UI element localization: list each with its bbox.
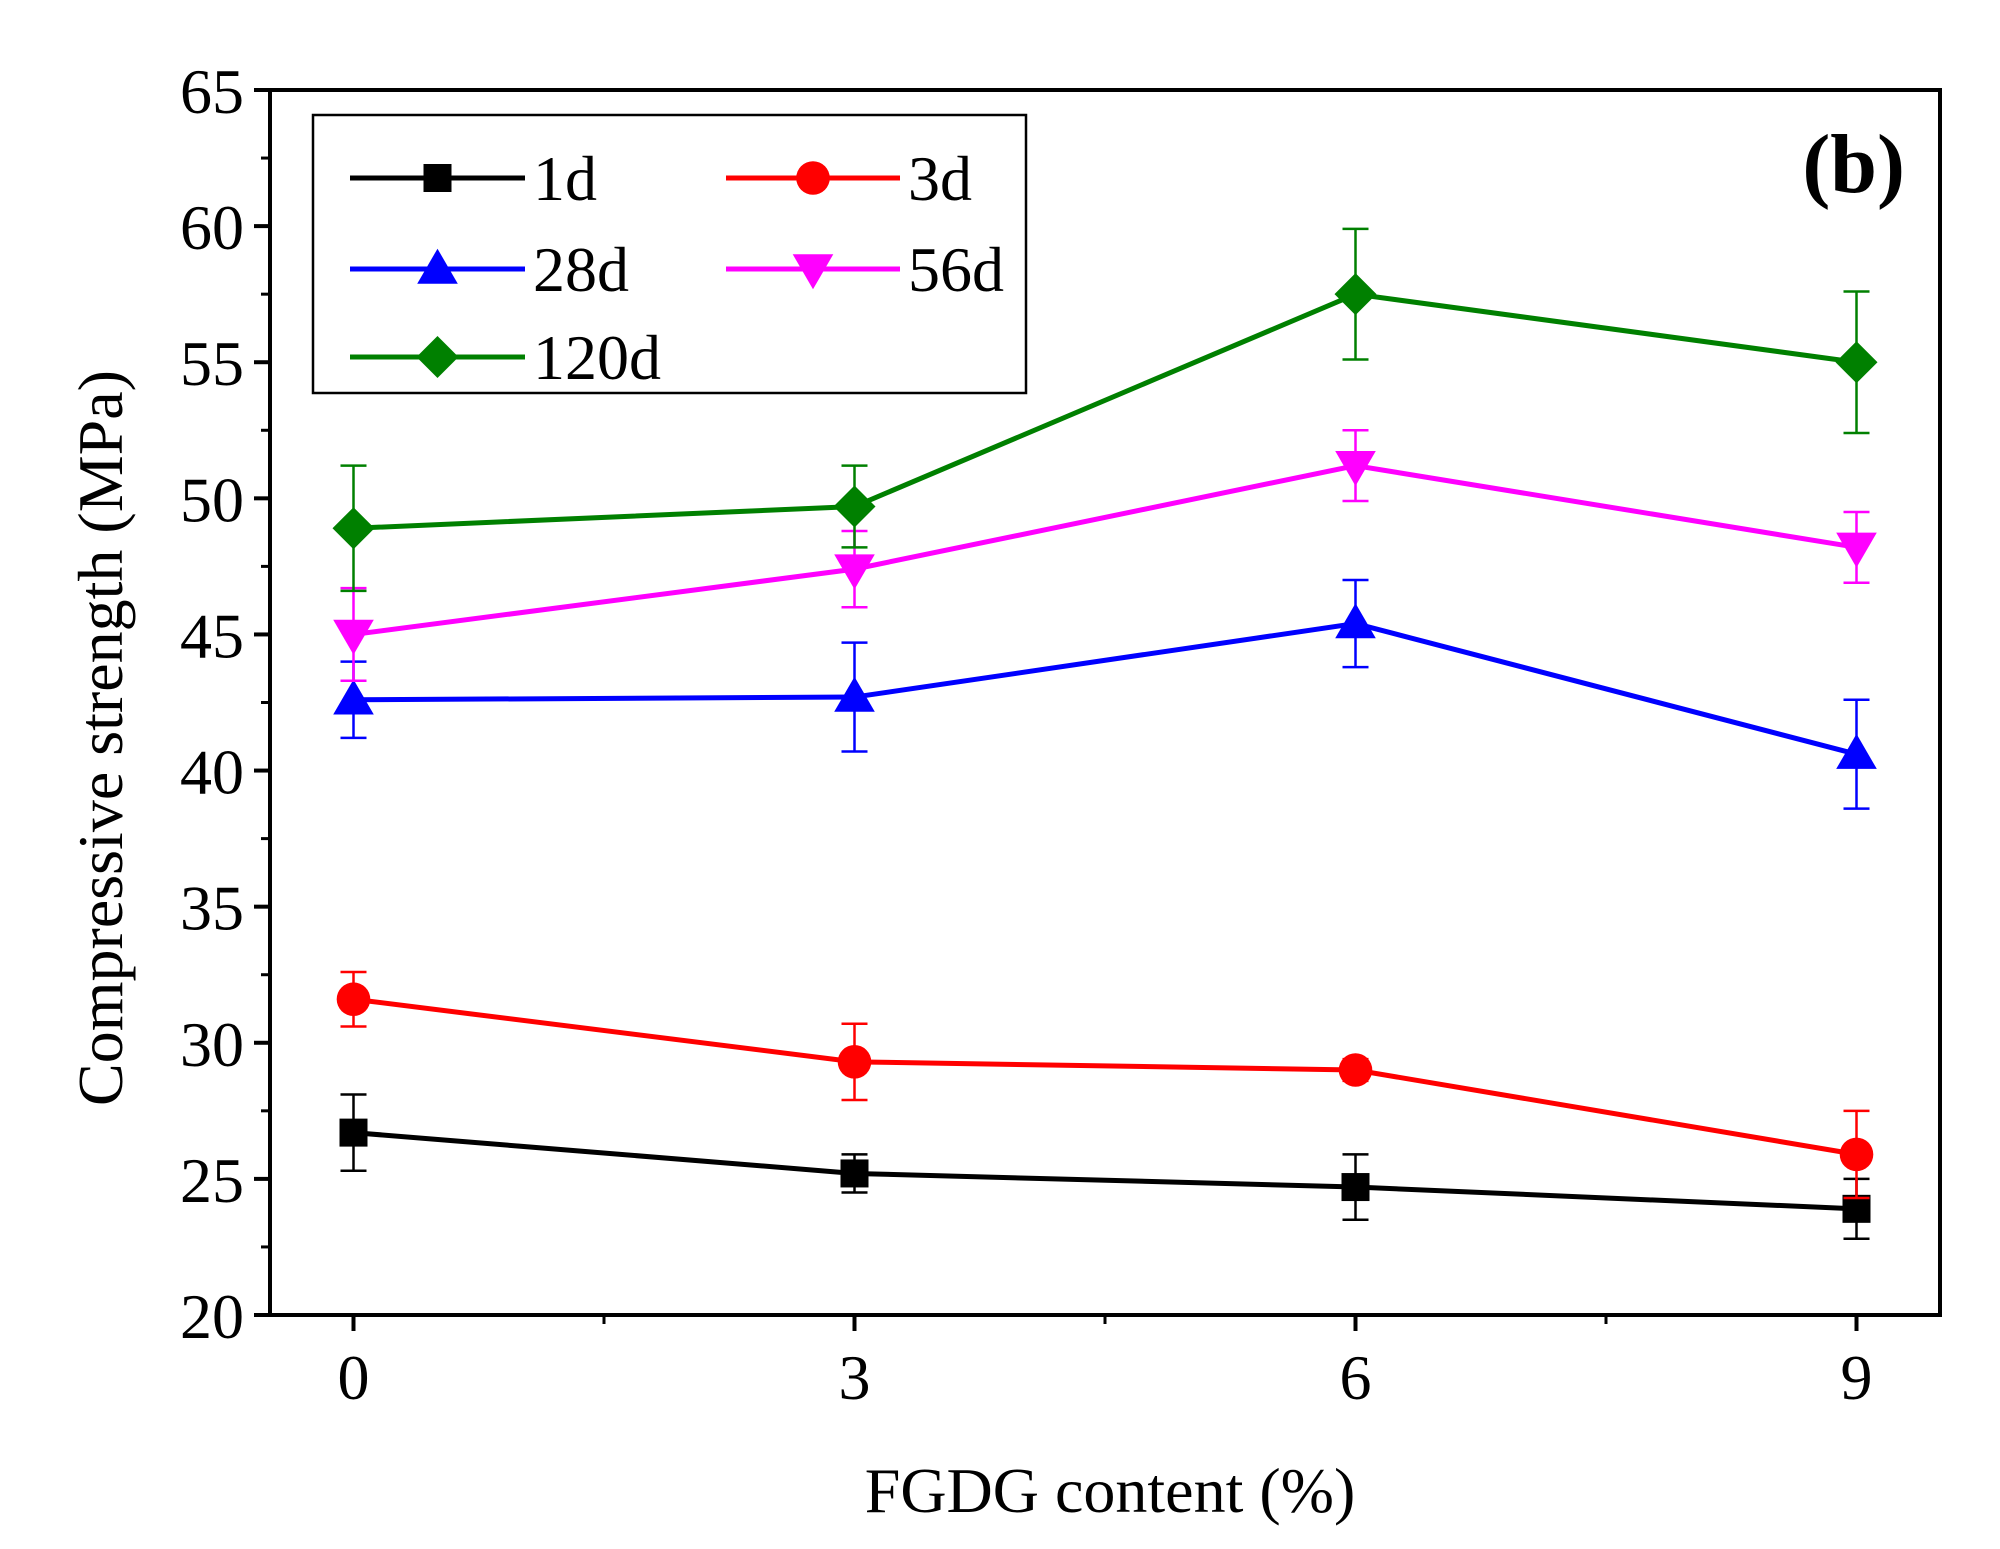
data-point bbox=[837, 1045, 872, 1079]
data-point bbox=[1836, 733, 1877, 769]
x-tick-label: 3 bbox=[839, 1342, 871, 1413]
series-line bbox=[353, 996, 1857, 1157]
y-tick-label: 55 bbox=[180, 328, 244, 399]
series-56d bbox=[333, 429, 1877, 682]
data-point bbox=[1335, 603, 1376, 639]
legend-marker bbox=[416, 336, 459, 378]
y-tick-label: 30 bbox=[180, 1009, 244, 1080]
legend-marker bbox=[423, 164, 452, 192]
legend-item-28d: 28d bbox=[350, 234, 629, 305]
legend-item-120d: 120d bbox=[350, 322, 661, 393]
series-line bbox=[353, 621, 1858, 757]
legend-marker bbox=[796, 161, 830, 195]
y-tick-label: 50 bbox=[180, 464, 244, 535]
data-point bbox=[332, 507, 375, 550]
y-tick-label: 35 bbox=[180, 873, 244, 944]
x-axis-title: FGDG content (%) bbox=[865, 1455, 1356, 1526]
x-tick-label: 6 bbox=[1340, 1342, 1372, 1413]
series-line bbox=[353, 291, 1857, 531]
axes-group: 20 25 30 35 40 45 50 55 60 65 0 3 6 9 bbox=[180, 56, 1942, 1413]
series-line bbox=[353, 463, 1857, 637]
legend: 1d 3d 28d 56d 120d bbox=[311, 113, 1028, 395]
legend-item-3d: 3d bbox=[726, 143, 972, 214]
data-point bbox=[833, 485, 876, 528]
y-tick-label: 65 bbox=[180, 56, 244, 127]
legend-marker bbox=[792, 254, 834, 290]
data-point bbox=[834, 676, 875, 712]
y-axis-title: Compressive strength (MPa) bbox=[65, 370, 136, 1106]
data-point bbox=[834, 554, 875, 590]
data-point bbox=[339, 1118, 368, 1147]
data-point bbox=[1341, 1173, 1370, 1202]
legend-item-1d: 1d bbox=[350, 143, 597, 214]
data-point bbox=[1839, 1137, 1874, 1172]
data-point bbox=[1335, 450, 1376, 486]
data-point bbox=[1836, 532, 1877, 568]
legend-item-56d: 56d bbox=[726, 234, 1004, 305]
y-tick-label: 45 bbox=[180, 600, 244, 671]
y-tick-label: 25 bbox=[180, 1145, 244, 1216]
data-point bbox=[1842, 1194, 1871, 1223]
series-group bbox=[332, 227, 1878, 1241]
legend-label: 56d bbox=[908, 234, 1004, 305]
data-point bbox=[336, 982, 371, 1017]
legend-marker bbox=[417, 248, 458, 284]
series-line bbox=[353, 1130, 1857, 1212]
x-tick-label: 0 bbox=[338, 1342, 370, 1413]
x-tick-label: 9 bbox=[1841, 1342, 1873, 1413]
legend-label: 28d bbox=[533, 234, 629, 305]
series-120d bbox=[332, 227, 1878, 593]
series-3d bbox=[336, 970, 1874, 1200]
y-tick-label: 40 bbox=[180, 737, 244, 808]
data-point bbox=[840, 1159, 869, 1188]
series-28d bbox=[333, 578, 1877, 810]
legend-label: 3d bbox=[908, 143, 972, 214]
y-tick-label: 20 bbox=[180, 1281, 244, 1352]
y-tick-label: 60 bbox=[180, 192, 244, 263]
series-1d bbox=[339, 1093, 1871, 1241]
data-point bbox=[1338, 1053, 1373, 1087]
data-point bbox=[333, 679, 374, 715]
legend-label: 1d bbox=[533, 143, 597, 214]
legend-label: 120d bbox=[533, 322, 661, 393]
panel-label: (b) bbox=[1802, 118, 1905, 211]
data-point bbox=[333, 619, 374, 655]
data-point bbox=[1334, 273, 1377, 316]
data-point bbox=[1835, 341, 1878, 384]
